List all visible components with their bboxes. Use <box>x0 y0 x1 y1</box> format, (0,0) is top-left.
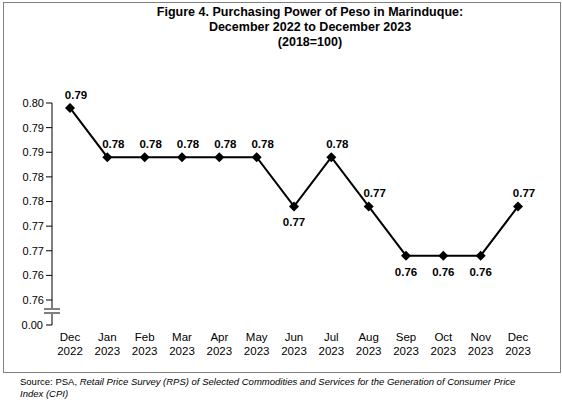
svg-text:Dec2022: Dec2022 <box>57 331 83 357</box>
svg-text:0.77: 0.77 <box>363 187 385 199</box>
svg-text:Jul2023: Jul2023 <box>319 331 345 357</box>
svg-text:0.78: 0.78 <box>102 138 125 150</box>
html-text:(2018=100): (2018=100) <box>277 35 343 49</box>
svg-text:0.79: 0.79 <box>23 146 44 158</box>
svg-text:Aug2023: Aug2023 <box>356 331 382 357</box>
svg-text:0.76: 0.76 <box>395 266 417 278</box>
svg-text:0.77: 0.77 <box>283 216 305 228</box>
svg-text:0.78: 0.78 <box>251 138 274 150</box>
svg-text:0.77: 0.77 <box>23 220 44 232</box>
svg-text:Mar2023: Mar2023 <box>169 331 195 357</box>
svg-text:0.76: 0.76 <box>432 266 454 278</box>
svg-text:0.78: 0.78 <box>23 195 44 207</box>
svg-text:0.76: 0.76 <box>23 269 44 281</box>
svg-text:0.00: 0.00 <box>22 319 43 331</box>
html-text:Figure 4. Purchasing Power of: Figure 4. Purchasing Power of Peso in Ma… <box>156 5 464 19</box>
svg-text:Dec2023: Dec2023 <box>505 331 531 357</box>
html-text:Source: PSA, Retail Price Surv: Source: PSA, Retail Price Survey (RPS) o… <box>20 376 516 399</box>
svg-text:0.79: 0.79 <box>23 122 44 134</box>
svg-text:Apr2023: Apr2023 <box>207 331 233 357</box>
svg-text:0.76: 0.76 <box>469 266 491 278</box>
svg-text:Sep2023: Sep2023 <box>393 331 419 357</box>
svg-text:0.77: 0.77 <box>23 245 44 257</box>
svg-text:0.77: 0.77 <box>513 187 535 199</box>
svg-text:Oct2023: Oct2023 <box>431 331 457 357</box>
html-text:December 2022 to December 2023: December 2022 to December 2023 <box>208 20 412 34</box>
svg-text:0.78: 0.78 <box>139 138 162 150</box>
svg-text:0.78: 0.78 <box>214 138 237 150</box>
svg-text:0.76: 0.76 <box>23 294 44 306</box>
svg-text:Jun2023: Jun2023 <box>281 331 307 357</box>
svg-text:Nov2023: Nov2023 <box>468 331 494 357</box>
svg-text:0.78: 0.78 <box>326 138 349 150</box>
svg-text:0.79: 0.79 <box>65 89 87 101</box>
svg-text:0.78: 0.78 <box>23 171 44 183</box>
svg-text:Jan2023: Jan2023 <box>95 331 121 357</box>
svg-text:Feb2023: Feb2023 <box>132 331 158 357</box>
svg-text:0.80: 0.80 <box>23 97 44 109</box>
svg-text:May2023: May2023 <box>244 331 270 357</box>
svg-text:0.78: 0.78 <box>177 138 200 150</box>
